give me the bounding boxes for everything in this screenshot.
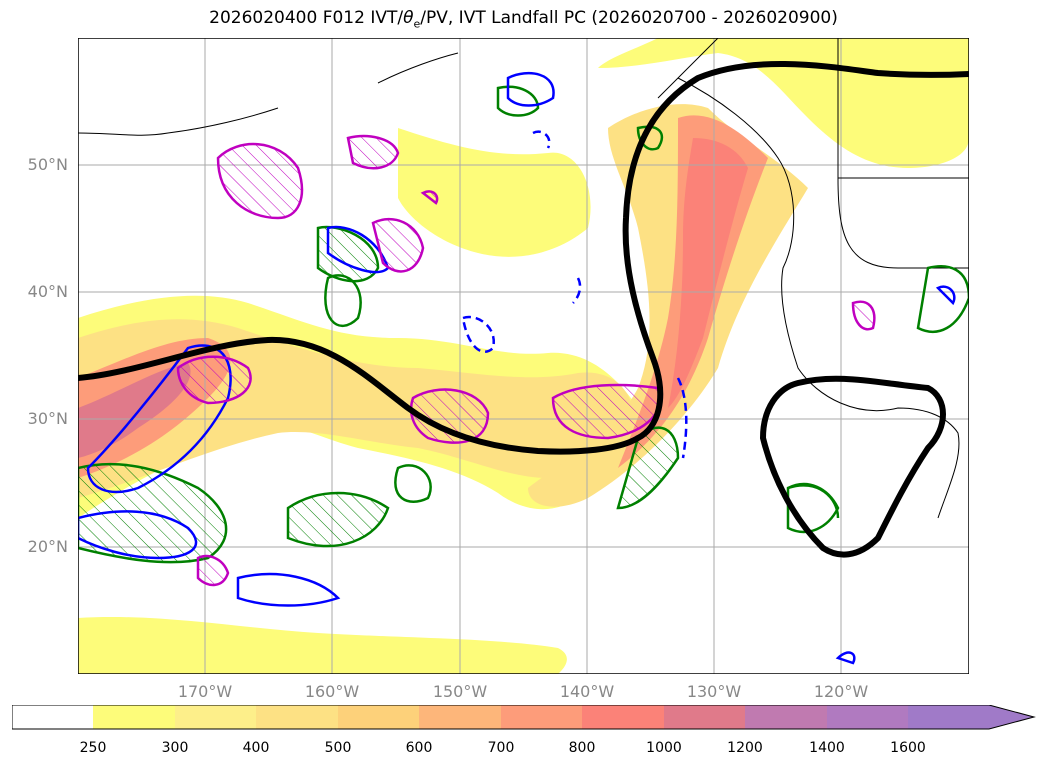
colorbar-bin [419,705,501,729]
lon-label-140w: 140°W [559,682,615,701]
colorbar-tick: 800 [568,740,596,756]
colorbar-bin [501,705,582,729]
colorbar-tick: 300 [161,740,189,756]
colorbar-tick: 600 [405,740,433,756]
colorbar-bin [175,705,256,729]
colorbar-bin [664,705,745,729]
lon-label-150w: 150°W [432,682,488,701]
lon-label-120w: 120°W [813,682,869,701]
lon-label-170w: 170°W [177,682,233,701]
colorbar-tick: 1200 [727,740,763,756]
colorbar [12,705,1036,730]
coastlines [78,38,969,519]
colorbar-tick: 400 [242,740,270,756]
colorbar-extend-arrow [989,705,1034,729]
colorbar-tick: 700 [487,740,515,756]
colorbar-bin [338,705,419,729]
lat-label-20n: 20°N [27,537,68,556]
lat-label-30n: 30°N [27,409,68,428]
colorbar-outline [12,705,1036,730]
colorbar-bin [827,705,908,729]
theta-blue-dashed [461,130,688,459]
colorbar-tick: 1600 [890,740,926,756]
colorbar-bin [256,705,338,729]
lat-label-50n: 50°N [27,155,68,174]
colorbar-tick: 1000 [646,740,682,756]
colorbar-bin [93,705,175,729]
colorbar-tick: 250 [79,740,107,756]
map-canvas [78,38,969,674]
colorbar-bin [745,705,827,729]
ivt-landfall-contour [78,60,969,558]
colorbar-bin [582,705,664,729]
map-panel [78,38,969,674]
figure-title: 2026020400 F012 IVT/θe/PV, IVT Landfall … [209,8,838,31]
pv-magenta-regions [176,134,876,587]
colorbar-tick: 500 [324,740,352,756]
ivt-shading [78,38,969,674]
lon-label-160w: 160°W [304,682,360,701]
colorbar-tick: 1400 [809,740,845,756]
colorbar-bin [908,705,989,729]
lon-label-130w: 130°W [686,682,742,701]
lat-label-40n: 40°N [27,282,68,301]
colorbar-bin [12,705,93,729]
